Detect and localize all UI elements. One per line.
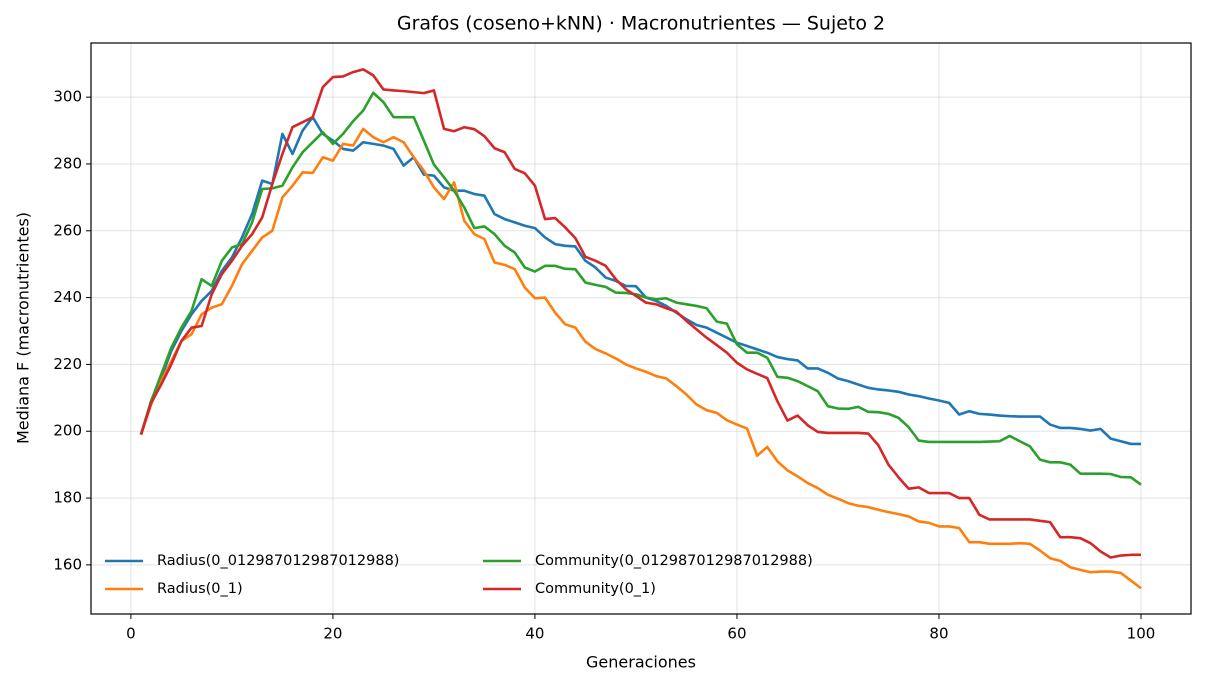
y-tick-label: 280 [53,154,82,172]
x-tick-label: 60 [727,625,746,643]
y-tick-label: 240 [53,288,82,306]
y-tick-label: 220 [53,355,82,373]
x-tick-label: 20 [323,625,342,643]
chart-title: Grafos (coseno+kNN) · Macronutrientes — … [397,13,885,35]
y-tick-label: 260 [53,221,82,239]
series-line [139,115,1141,446]
legend-label: Community(0_012987012987012988) [535,553,813,569]
series-line [139,68,1141,559]
legend-label: Community(0_1) [535,581,656,597]
y-tick-label: 160 [53,555,82,573]
y-tick-label: 200 [53,422,82,440]
legend-label: Radius(0_012987012987012988) [157,553,399,569]
x-tick-label: 40 [525,625,544,643]
y-tick-label: 180 [53,489,82,507]
x-tick-label: 100 [1127,625,1156,643]
series-line [139,91,1142,486]
x-tick-label: 80 [929,625,948,643]
x-tick-label: 0 [126,625,136,643]
series-line [139,127,1142,590]
y-axis-label: Mediana F (macronutrientes) [14,212,33,444]
plot-frame [90,42,1192,615]
legend-label: Radius(0_1) [157,581,243,597]
y-tick-label: 300 [53,88,82,106]
x-axis-label: Generaciones [586,653,696,672]
